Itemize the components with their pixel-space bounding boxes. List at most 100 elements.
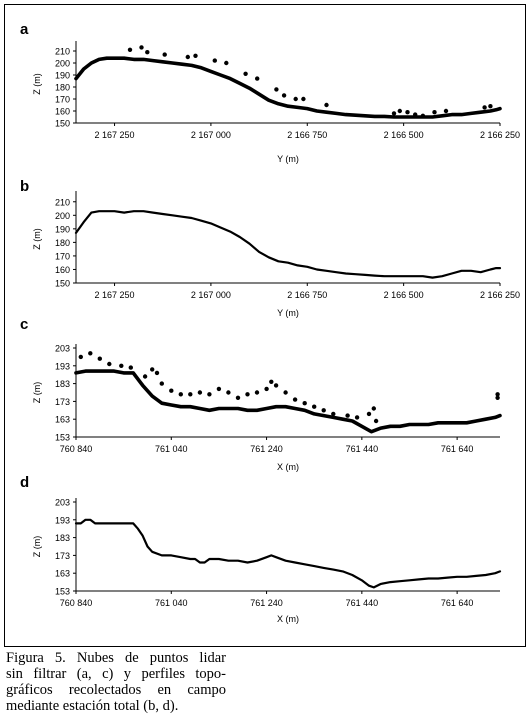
x-tick-label: 761 640	[441, 444, 474, 454]
scatter-point	[226, 390, 231, 395]
y-tick-label: 173	[55, 397, 70, 407]
y-tick-label: 190	[55, 71, 70, 81]
x-tick-label: 761 240	[250, 598, 283, 608]
scatter-point	[301, 96, 306, 102]
series-line	[74, 369, 502, 434]
panel-letter: a	[20, 21, 29, 38]
y-tick-label: 163	[55, 569, 70, 579]
scatter-point	[197, 390, 203, 395]
x-tick-label: 761 440	[346, 444, 379, 454]
scatter-point	[188, 392, 193, 397]
scatter-point	[142, 374, 148, 379]
scatter-point	[321, 408, 326, 413]
scatter-point	[78, 354, 84, 360]
scatter-point	[354, 415, 360, 420]
y-tick-label: 170	[55, 251, 70, 261]
scatter-point	[269, 379, 274, 384]
y-tick-label: 183	[55, 533, 70, 543]
y-tick-label: 203	[55, 344, 70, 354]
panel-letter: b	[20, 178, 29, 195]
scatter-point	[243, 71, 248, 77]
scatter-point	[185, 54, 190, 60]
scatter-point	[154, 370, 160, 376]
figure-caption: Figura 5. Nubes de puntos lidar sin filt…	[6, 650, 226, 714]
y-tick-label: 210	[55, 197, 70, 207]
series-line	[74, 210, 502, 279]
x-axis-label: Y (m)	[277, 154, 299, 164]
scatter-point	[482, 105, 487, 110]
y-tick-label: 160	[55, 107, 70, 117]
scatter-point	[413, 112, 418, 117]
scatter-point	[391, 111, 397, 116]
y-axis-label: Z (m)	[32, 73, 42, 95]
panel-letter: c	[20, 316, 28, 333]
scatter-point	[107, 361, 112, 367]
scatter-point	[127, 47, 133, 52]
y-tick-label: 200	[55, 59, 70, 69]
scatter-point	[432, 110, 437, 115]
y-axis-label: Z (m)	[32, 382, 42, 404]
chart-panel-a: a 150 160 170 180 190 200 210 2 167 250 2 167 000…	[20, 21, 520, 164]
y-axis-label: Z (m)	[32, 536, 42, 558]
series-line	[74, 518, 502, 589]
x-axis-label: X (m)	[277, 462, 299, 472]
y-axis-label: Z (m)	[32, 228, 42, 250]
figure-frame	[4, 4, 526, 647]
scatter-point	[292, 397, 298, 402]
scatter-point	[224, 60, 229, 66]
x-tick-label: 2 166 250	[480, 290, 520, 300]
scatter-point	[245, 392, 250, 397]
scatter-point	[302, 401, 307, 406]
y-tick-label: 163	[55, 415, 70, 425]
scatter-point	[178, 392, 183, 397]
scatter-point	[345, 413, 350, 418]
y-tick-label: 180	[55, 83, 70, 93]
scatter-point	[255, 76, 260, 81]
x-axis-label: X (m)	[277, 614, 299, 624]
y-tick-label: 210	[55, 47, 70, 57]
scatter-point	[159, 381, 164, 386]
scatter-point	[371, 406, 376, 411]
scatter-point	[139, 45, 144, 50]
x-tick-label: 2 166 750	[287, 290, 327, 300]
scatter-point	[119, 363, 124, 368]
scatter-point	[283, 390, 288, 395]
scatter-point	[405, 110, 410, 115]
scatter-point	[88, 351, 93, 356]
y-tick-label: 160	[55, 265, 70, 275]
x-tick-label: 760 840	[60, 598, 93, 608]
caption-line-4: mediante estación total (b, d).	[6, 698, 179, 714]
x-tick-label: 2 167 000	[191, 130, 231, 140]
y-tick-label: 203	[55, 498, 70, 508]
scatter-point	[293, 96, 298, 102]
x-tick-label: 760 840	[60, 444, 93, 454]
y-tick-label: 193	[55, 515, 70, 525]
scatter-point	[145, 50, 150, 55]
x-tick-label: 761 040	[155, 444, 188, 454]
scatter-point	[488, 104, 493, 109]
scatter-point	[264, 386, 269, 392]
x-tick-label: 761 040	[155, 598, 188, 608]
scatter-point	[420, 113, 426, 119]
scatter-point	[373, 418, 379, 424]
scatter-point	[273, 383, 279, 388]
scatter-point	[162, 52, 167, 57]
x-tick-label: 2 166 750	[287, 130, 327, 140]
y-tick-label: 200	[55, 211, 70, 221]
y-tick-label: 153	[55, 587, 70, 597]
x-tick-label: 2 166 500	[384, 290, 424, 300]
caption-line-3: gráficos recolectados en campo	[6, 682, 226, 698]
x-tick-label: 2 167 250	[95, 130, 135, 140]
scatter-point	[169, 388, 174, 393]
y-tick-label: 190	[55, 224, 70, 234]
chart-panel-c: c 153 163 173 183 193 203 760 840 761 040 761 240…	[20, 316, 502, 472]
scatter-point	[97, 356, 103, 361]
y-tick-label: 183	[55, 379, 70, 389]
scatter-point	[281, 93, 287, 98]
x-tick-label: 761 640	[441, 598, 474, 608]
scatter-point	[150, 367, 155, 372]
y-tick-label: 150	[55, 279, 70, 289]
scatter-point	[274, 87, 279, 92]
y-tick-label: 173	[55, 551, 70, 561]
